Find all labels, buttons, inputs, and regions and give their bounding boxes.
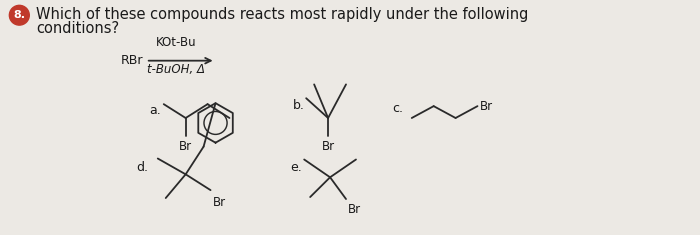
Text: c.: c. [392,102,402,115]
Text: Br: Br [480,100,493,113]
Text: t-BuOH, Δ: t-BuOH, Δ [147,63,204,76]
Circle shape [9,5,29,25]
Text: Br: Br [179,140,193,153]
Text: e.: e. [290,161,302,174]
Text: d.: d. [136,161,148,174]
Text: 8.: 8. [13,10,25,20]
Text: RBr: RBr [121,54,144,67]
Text: Br: Br [348,203,361,216]
Text: Br: Br [213,196,225,209]
Text: Which of these compounds reacts most rapidly under the following: Which of these compounds reacts most rap… [36,7,528,22]
Text: Br: Br [321,140,335,153]
Text: KOt-Bu: KOt-Bu [155,36,196,49]
Text: b.: b. [293,99,305,112]
Text: a.: a. [149,104,160,117]
Text: conditions?: conditions? [36,21,120,35]
